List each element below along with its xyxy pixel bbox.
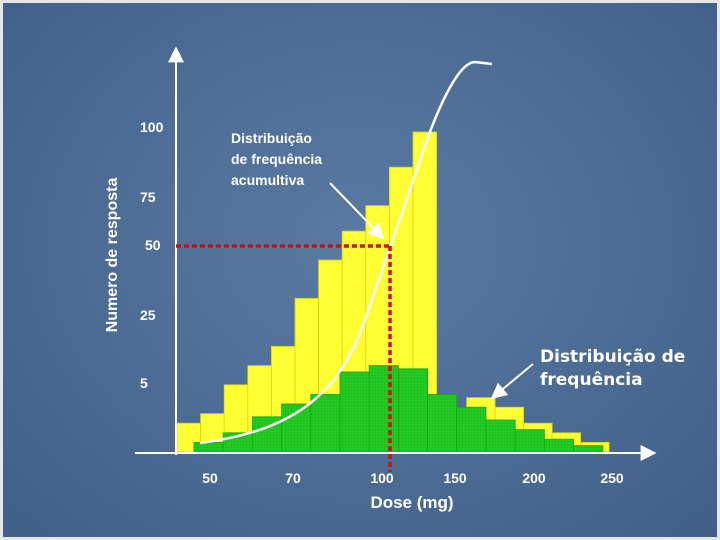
frequency-bar [339,371,370,453]
y-tick-100: 100 [140,119,164,135]
frequency-bars [193,365,604,453]
frequency-bar [281,403,312,453]
x-tick-50: 50 [202,470,218,486]
frequency-label-line2: frequência [540,370,643,390]
frequency-bar [397,368,428,453]
frequency-bar [368,365,399,453]
frequency-bar [456,406,487,453]
frequency-bar [193,441,224,453]
x-tick-100: 100 [370,470,394,486]
x-tick-250: 250 [600,470,624,486]
frequency-bar [514,429,545,453]
y-tick-50: 50 [145,237,161,253]
y-axis-label: Numero de resposta [104,178,121,333]
x-tick-150: 150 [443,470,467,486]
frequency-bar [573,445,604,453]
x-axis-label: Dose (mg) [370,493,453,512]
cumulative-arrow [329,182,385,240]
cumulative-curve [199,60,493,445]
frequency-label-line1: Distribuição de [540,347,685,367]
frequency-bar [427,393,458,453]
cumulative-label-line1: Distribuição [231,130,312,146]
frequency-bar [485,419,516,453]
y-tick-5: 5 [140,375,148,391]
frequency-bar [310,393,341,453]
x-tick-70: 70 [285,470,301,486]
y-tick-25: 25 [140,307,156,323]
frequency-arrow [490,363,534,400]
cumulative-label-line3: acumultiva [231,172,304,188]
cumulative-label-line2: de frequência [231,151,322,167]
frequency-bar [544,438,575,453]
x-tick-200: 200 [522,470,546,486]
y-tick-75: 75 [140,189,156,205]
